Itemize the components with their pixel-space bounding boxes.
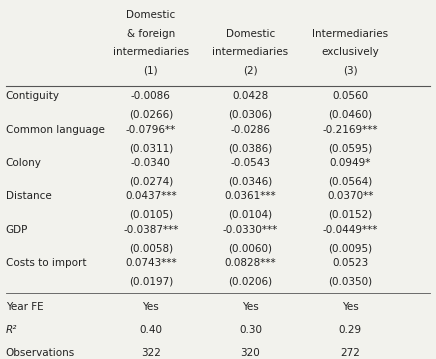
Text: exclusively: exclusively: [321, 47, 379, 57]
Text: Intermediaries: Intermediaries: [312, 28, 388, 38]
Text: Domestic: Domestic: [226, 28, 275, 38]
Text: Costs to import: Costs to import: [6, 258, 86, 268]
Text: 0.0428: 0.0428: [232, 92, 269, 101]
Text: (0.0095): (0.0095): [328, 243, 372, 253]
Text: -0.0086: -0.0086: [131, 92, 171, 101]
Text: 0.0361***: 0.0361***: [225, 191, 276, 201]
Text: (0.0104): (0.0104): [228, 210, 272, 220]
Text: 0.0949*: 0.0949*: [330, 158, 371, 168]
Text: Common language: Common language: [6, 125, 105, 135]
Text: (0.0152): (0.0152): [328, 210, 372, 220]
Text: (0.0060): (0.0060): [228, 243, 272, 253]
Text: Colony: Colony: [6, 158, 41, 168]
Text: 0.0437***: 0.0437***: [125, 191, 177, 201]
Text: Observations: Observations: [6, 348, 75, 358]
Text: GDP: GDP: [6, 225, 28, 235]
Text: 0.40: 0.40: [140, 325, 162, 335]
Text: (2): (2): [243, 66, 258, 76]
Text: Yes: Yes: [242, 302, 259, 312]
Text: -0.0449***: -0.0449***: [323, 225, 378, 235]
Text: 0.0523: 0.0523: [332, 258, 368, 268]
Text: (0.0386): (0.0386): [228, 143, 272, 153]
Text: Yes: Yes: [143, 302, 159, 312]
Text: Year FE: Year FE: [6, 302, 43, 312]
Text: (0.0274): (0.0274): [129, 177, 173, 187]
Text: intermediaries: intermediaries: [212, 47, 289, 57]
Text: R²: R²: [6, 325, 17, 335]
Text: (0.0105): (0.0105): [129, 210, 173, 220]
Text: 0.30: 0.30: [239, 325, 262, 335]
Text: (0.0058): (0.0058): [129, 243, 173, 253]
Text: Domestic: Domestic: [126, 10, 175, 20]
Text: (0.0206): (0.0206): [228, 276, 272, 286]
Text: (0.0306): (0.0306): [228, 110, 272, 120]
Text: 272: 272: [340, 348, 360, 358]
Text: Yes: Yes: [342, 302, 358, 312]
Text: -0.0387***: -0.0387***: [123, 225, 178, 235]
Text: 0.0370**: 0.0370**: [327, 191, 373, 201]
Text: 0.0743***: 0.0743***: [125, 258, 177, 268]
Text: (3): (3): [343, 66, 358, 76]
Text: (0.0197): (0.0197): [129, 276, 173, 286]
Text: (0.0266): (0.0266): [129, 110, 173, 120]
Text: 0.0560: 0.0560: [332, 92, 368, 101]
Text: -0.0330***: -0.0330***: [223, 225, 278, 235]
Text: 0.29: 0.29: [339, 325, 362, 335]
Text: -0.0796**: -0.0796**: [126, 125, 176, 135]
Text: (0.0311): (0.0311): [129, 143, 173, 153]
Text: Contiguity: Contiguity: [6, 92, 60, 101]
Text: (1): (1): [143, 66, 158, 76]
Text: 322: 322: [141, 348, 161, 358]
Text: (0.0595): (0.0595): [328, 143, 372, 153]
Text: (0.0564): (0.0564): [328, 177, 372, 187]
Text: & foreign: & foreign: [127, 28, 175, 38]
Text: 320: 320: [241, 348, 260, 358]
Text: -0.0340: -0.0340: [131, 158, 171, 168]
Text: 0.0828***: 0.0828***: [225, 258, 276, 268]
Text: (0.0346): (0.0346): [228, 177, 272, 187]
Text: (0.0350): (0.0350): [328, 276, 372, 286]
Text: (0.0460): (0.0460): [328, 110, 372, 120]
Text: -0.2169***: -0.2169***: [322, 125, 378, 135]
Text: Distance: Distance: [6, 191, 51, 201]
Text: -0.0543: -0.0543: [231, 158, 270, 168]
Text: intermediaries: intermediaries: [113, 47, 189, 57]
Text: -0.0286: -0.0286: [231, 125, 270, 135]
